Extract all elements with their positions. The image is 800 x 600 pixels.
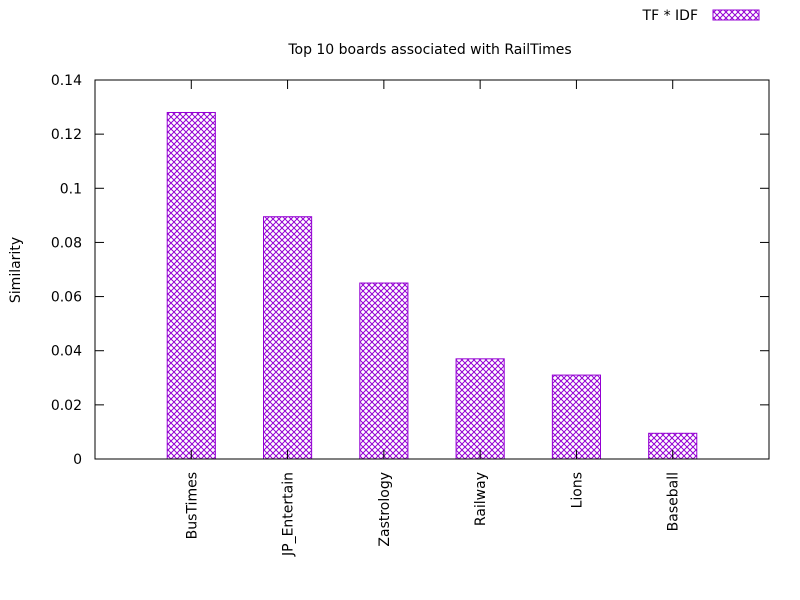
y-ticks: 0 0.02 0.04 0.06 0.08 0.1 0.12 0.14 <box>51 73 769 468</box>
legend: TF * IDF <box>642 8 760 24</box>
bar-bustimes <box>166 111 216 460</box>
x-tick-label: Lions <box>569 472 585 508</box>
bar-zastrology <box>359 282 409 460</box>
y-tick-label: 0.08 <box>51 235 82 251</box>
y-tick-label: 0.14 <box>51 73 82 89</box>
y-tick-label: 0.06 <box>51 290 82 306</box>
bar-lions <box>551 374 601 460</box>
x-ticks: BusTimes JP_Entertain Zastrology Railway Lio… <box>184 80 682 557</box>
y-tick-label: 0.02 <box>51 398 82 414</box>
y-tick-label: 0.04 <box>51 344 82 360</box>
x-tick-label: JP_Entertain <box>281 472 297 557</box>
x-tick-label: Zastrology <box>377 472 393 547</box>
chart-title: Top 10 boards associated with RailTimes <box>287 42 571 58</box>
y-tick-label: 0 <box>73 452 82 468</box>
plot-frame <box>94 79 770 460</box>
bars <box>166 111 698 460</box>
y-tick-label: 0.12 <box>51 127 82 143</box>
y-axis-label: Similarity <box>8 237 24 303</box>
bar-railway <box>455 358 505 460</box>
bar-jp-entertain <box>263 216 313 460</box>
x-tick-label: BusTimes <box>184 472 200 539</box>
y-tick-label: 0.1 <box>60 181 82 197</box>
x-tick-label: Railway <box>473 472 489 526</box>
x-tick-label: Baseball <box>666 472 682 531</box>
legend-label: TF * IDF <box>642 8 698 24</box>
legend-swatch <box>712 9 760 21</box>
